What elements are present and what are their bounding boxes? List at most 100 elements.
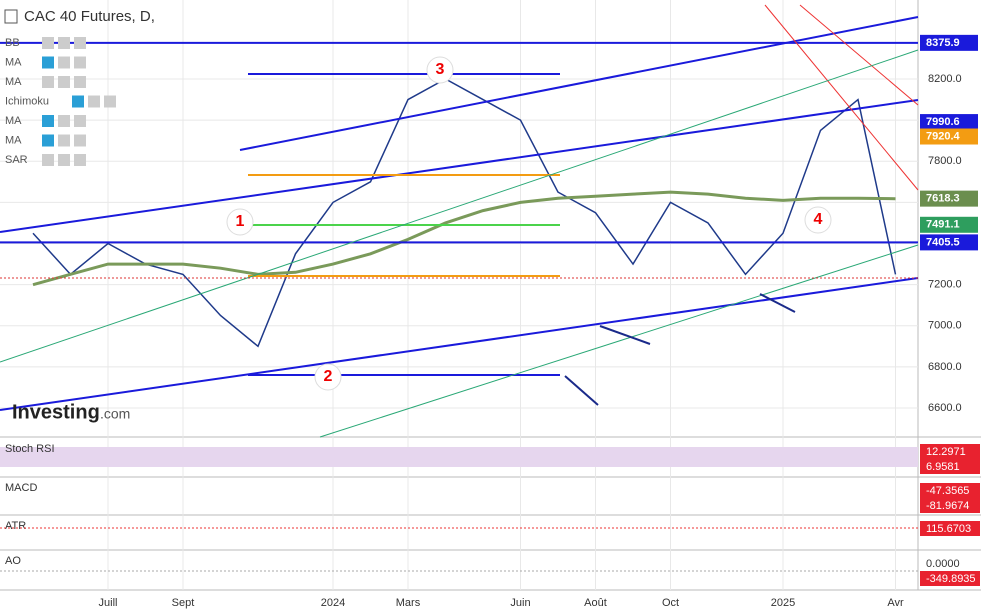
indicator-name[interactable]: MA xyxy=(5,134,22,146)
panel-value-label: 12.2971 xyxy=(926,446,966,458)
x-tick-label: Mars xyxy=(396,597,421,609)
indicator-button[interactable] xyxy=(42,37,54,49)
panel-label-box xyxy=(920,571,980,586)
x-tick-label: Oct xyxy=(662,597,679,609)
price-label-box xyxy=(920,114,978,131)
panel-value-label: 115.6703 xyxy=(926,523,971,535)
panel-name[interactable]: AO xyxy=(5,555,21,567)
y-tick-label: 7200.0 xyxy=(928,279,962,291)
indicator-button[interactable] xyxy=(74,115,86,127)
x-tick-label: Avr xyxy=(887,597,904,609)
watermark-main: Investing xyxy=(12,401,100,423)
price-label: 7990.6 xyxy=(926,116,960,128)
arrow xyxy=(759,293,796,313)
price-label: 7491.1 xyxy=(926,219,960,231)
price-label-box xyxy=(920,234,978,251)
panel-label-box xyxy=(920,483,980,498)
indicator-name[interactable]: BB xyxy=(5,37,20,49)
panel-value-label: 6.9581 xyxy=(926,461,960,473)
title-icon[interactable] xyxy=(4,9,18,24)
price-label: 7405.5 xyxy=(926,236,960,248)
annotation: 2 xyxy=(324,368,333,385)
panel-value-label: -47.3565 xyxy=(926,485,969,497)
indicator-button[interactable] xyxy=(58,154,70,166)
price-line xyxy=(32,78,897,348)
indicator-button[interactable] xyxy=(104,95,116,108)
indicator-button[interactable] xyxy=(58,115,70,127)
indicator-button[interactable] xyxy=(42,134,54,147)
panel-label-box xyxy=(920,459,980,474)
annotation: 4 xyxy=(814,211,823,228)
panel-name[interactable]: Stoch RSI xyxy=(5,443,55,455)
indicator-button[interactable] xyxy=(74,76,86,88)
indicator-button[interactable] xyxy=(74,134,86,147)
watermark-suffix: .com xyxy=(100,406,130,422)
indicator-name[interactable]: SAR xyxy=(5,154,28,166)
indicator-name[interactable]: MA xyxy=(5,115,22,127)
indicator-button[interactable] xyxy=(58,37,70,49)
y-tick-label: 7000.0 xyxy=(928,320,962,332)
annotation-circle xyxy=(804,206,832,234)
indicator-button[interactable] xyxy=(42,56,54,69)
trend-line xyxy=(239,16,919,151)
price-line xyxy=(32,190,896,287)
panel-value-label: -349.8935 xyxy=(926,573,976,585)
stoch-band xyxy=(0,447,918,467)
panel-name[interactable]: MACD xyxy=(5,482,37,494)
indicator-name[interactable]: MA xyxy=(5,56,22,68)
indicator-button[interactable] xyxy=(72,95,84,108)
drawings xyxy=(0,4,919,438)
price-label: 7920.4 xyxy=(926,130,961,142)
indicator-name[interactable]: MA xyxy=(5,76,22,88)
trend-line xyxy=(0,277,919,411)
trend-line xyxy=(764,4,919,191)
price-label-box xyxy=(920,34,978,51)
indicator-button[interactable] xyxy=(74,37,86,49)
x-tick-label: Juin xyxy=(510,597,530,609)
indicator-button[interactable] xyxy=(58,76,70,88)
indicator-name[interactable]: Ichimoku xyxy=(5,95,49,107)
y-tick-label: 8200.0 xyxy=(928,73,962,85)
indicator-button[interactable] xyxy=(42,76,54,88)
panel-label-box xyxy=(920,444,980,459)
x-tick-label: Juill xyxy=(99,597,118,609)
x-tick-label: Sept xyxy=(172,597,195,609)
x-tick-label: Août xyxy=(584,597,607,609)
x-tick-label: 2024 xyxy=(321,597,345,609)
arrow xyxy=(564,375,599,406)
y-tick-label: 6800.0 xyxy=(928,361,962,373)
price-label: 8375.9 xyxy=(926,37,960,49)
indicator-button[interactable] xyxy=(42,154,54,166)
indicator-button[interactable] xyxy=(74,154,86,166)
annotation: 1 xyxy=(236,213,245,230)
trend-line xyxy=(799,4,919,106)
panel-label-box xyxy=(920,556,980,571)
annotations: 1 2 3 4 xyxy=(226,56,832,391)
x-tick-label: 2025 xyxy=(771,597,795,609)
y-tick-label: 7800.0 xyxy=(928,155,962,167)
indicator-button[interactable] xyxy=(58,134,70,147)
trend-line xyxy=(319,244,919,438)
panel-label-box xyxy=(920,521,980,536)
price-label-box xyxy=(920,190,978,207)
indicator-button[interactable] xyxy=(58,56,70,69)
annotation-circle xyxy=(314,363,342,391)
panel-name[interactable]: ATR xyxy=(5,520,26,532)
trend-line xyxy=(0,49,919,363)
annotation-circle xyxy=(226,208,254,236)
indicator-button[interactable] xyxy=(42,115,54,127)
price-label-box xyxy=(920,128,978,145)
arrow xyxy=(599,325,651,345)
indicator-button[interactable] xyxy=(88,95,100,108)
price-label: 7618.3 xyxy=(926,193,960,205)
y-tick-label: 6600.0 xyxy=(928,402,962,414)
panel-value-label: 0.0000 xyxy=(926,558,960,570)
trend-line xyxy=(0,99,919,233)
watermark: Investing .com xyxy=(12,401,130,423)
panel-label-box xyxy=(920,498,980,513)
panel-value-label: -81.9674 xyxy=(926,500,969,512)
indicator-button[interactable] xyxy=(74,56,86,69)
chart-title: CAC 40 Futures, D, xyxy=(24,8,155,25)
